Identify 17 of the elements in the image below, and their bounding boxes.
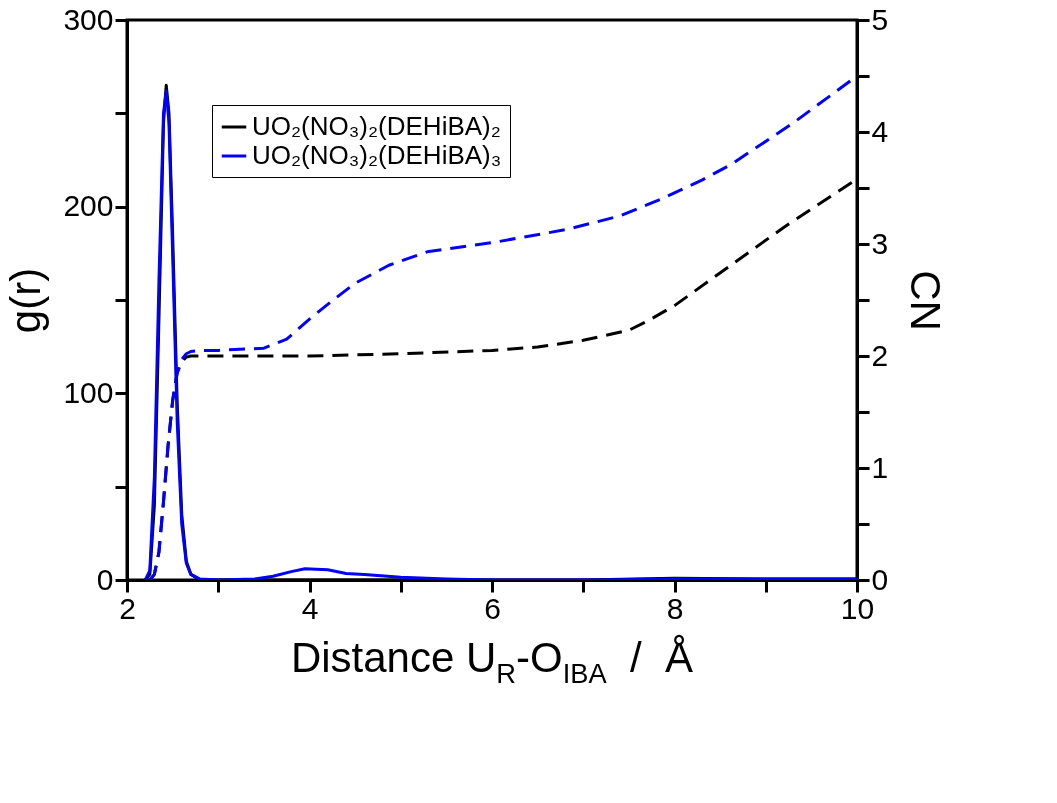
x-tick-label: 4 — [301, 591, 319, 625]
x-tick-label: 2 — [119, 591, 136, 625]
y-tick-label: 100 — [63, 375, 114, 409]
x-tick-label: 8 — [666, 591, 684, 625]
y2-tick-label: 2 — [871, 338, 889, 372]
y2-axis-title: CN — [902, 270, 950, 331]
legend-label: UO₂(NO₃)₂(DEHiBA)₃ — [252, 140, 502, 170]
y-tick-label: 0 — [96, 562, 114, 596]
y2-tick-label: 3 — [871, 226, 889, 260]
y2-tick-label: 5 — [871, 2, 889, 36]
y2-tick-label: 4 — [871, 114, 889, 148]
legend-label: UO₂(NO₃)₂(DEHiBA)₂ — [252, 111, 501, 141]
y2-tick-label: 1 — [871, 450, 889, 484]
y-axis-title: g(r) — [2, 267, 50, 334]
x-tick-label: 6 — [484, 591, 501, 625]
y-tick-label: 300 — [63, 2, 114, 36]
y-tick-label: 200 — [63, 189, 114, 223]
